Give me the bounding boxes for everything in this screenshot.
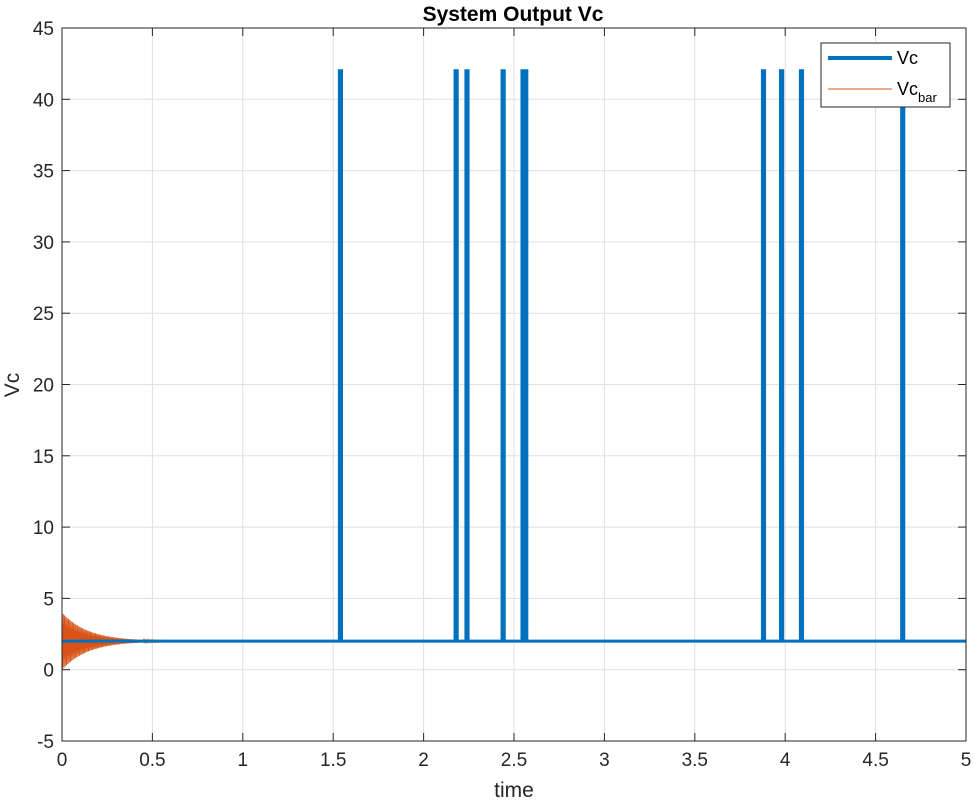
x-tick-label: 3	[599, 750, 610, 771]
legend-box	[820, 42, 951, 108]
y-tick-label: 30	[33, 233, 54, 254]
x-axis-label: time	[494, 779, 534, 801]
x-tick-label: 1	[238, 750, 249, 771]
legend-label-vc-bar: Vcbar	[897, 79, 937, 105]
legend-label-vc-bar-subscript: bar	[918, 90, 937, 105]
chart-title: System Output Vc	[423, 3, 604, 26]
x-tick-label: 2.5	[501, 750, 527, 771]
legend: Vc Vcbar	[820, 42, 951, 108]
legend-label-vc: Vc	[897, 48, 918, 68]
y-tick-label: 40	[33, 90, 54, 111]
series-vc	[62, 69, 966, 643]
x-tick-label: 2	[418, 750, 429, 771]
y-tick-label: 45	[33, 19, 54, 40]
x-tick-label: 5	[961, 750, 972, 771]
y-tick-label: 5	[43, 589, 54, 610]
x-tick-label: 3.5	[682, 750, 708, 771]
y-tick-label: 35	[33, 162, 54, 183]
y-tick-label: -5	[37, 732, 54, 753]
y-tick-label: 25	[33, 304, 54, 325]
x-tick-label: 4.5	[862, 750, 888, 771]
x-tick-label: 4	[780, 750, 791, 771]
y-tick-label: 10	[33, 518, 54, 539]
y-tick-label: 15	[33, 447, 54, 468]
axis-ticks: 0 0.5 1 1.5 2 2.5 3 3.5 4 4.5 5-505101520253035404…	[33, 19, 971, 771]
y-tick-label: 0	[43, 661, 54, 682]
y-axis-label: Vc	[1, 373, 24, 398]
x-tick-label: 1.5	[320, 750, 346, 771]
legend-label-vc-bar-main: Vc	[897, 79, 918, 99]
y-tick-label: 20	[33, 376, 54, 397]
x-tick-label: 0	[57, 750, 68, 771]
x-tick-label: 0.5	[139, 750, 165, 771]
